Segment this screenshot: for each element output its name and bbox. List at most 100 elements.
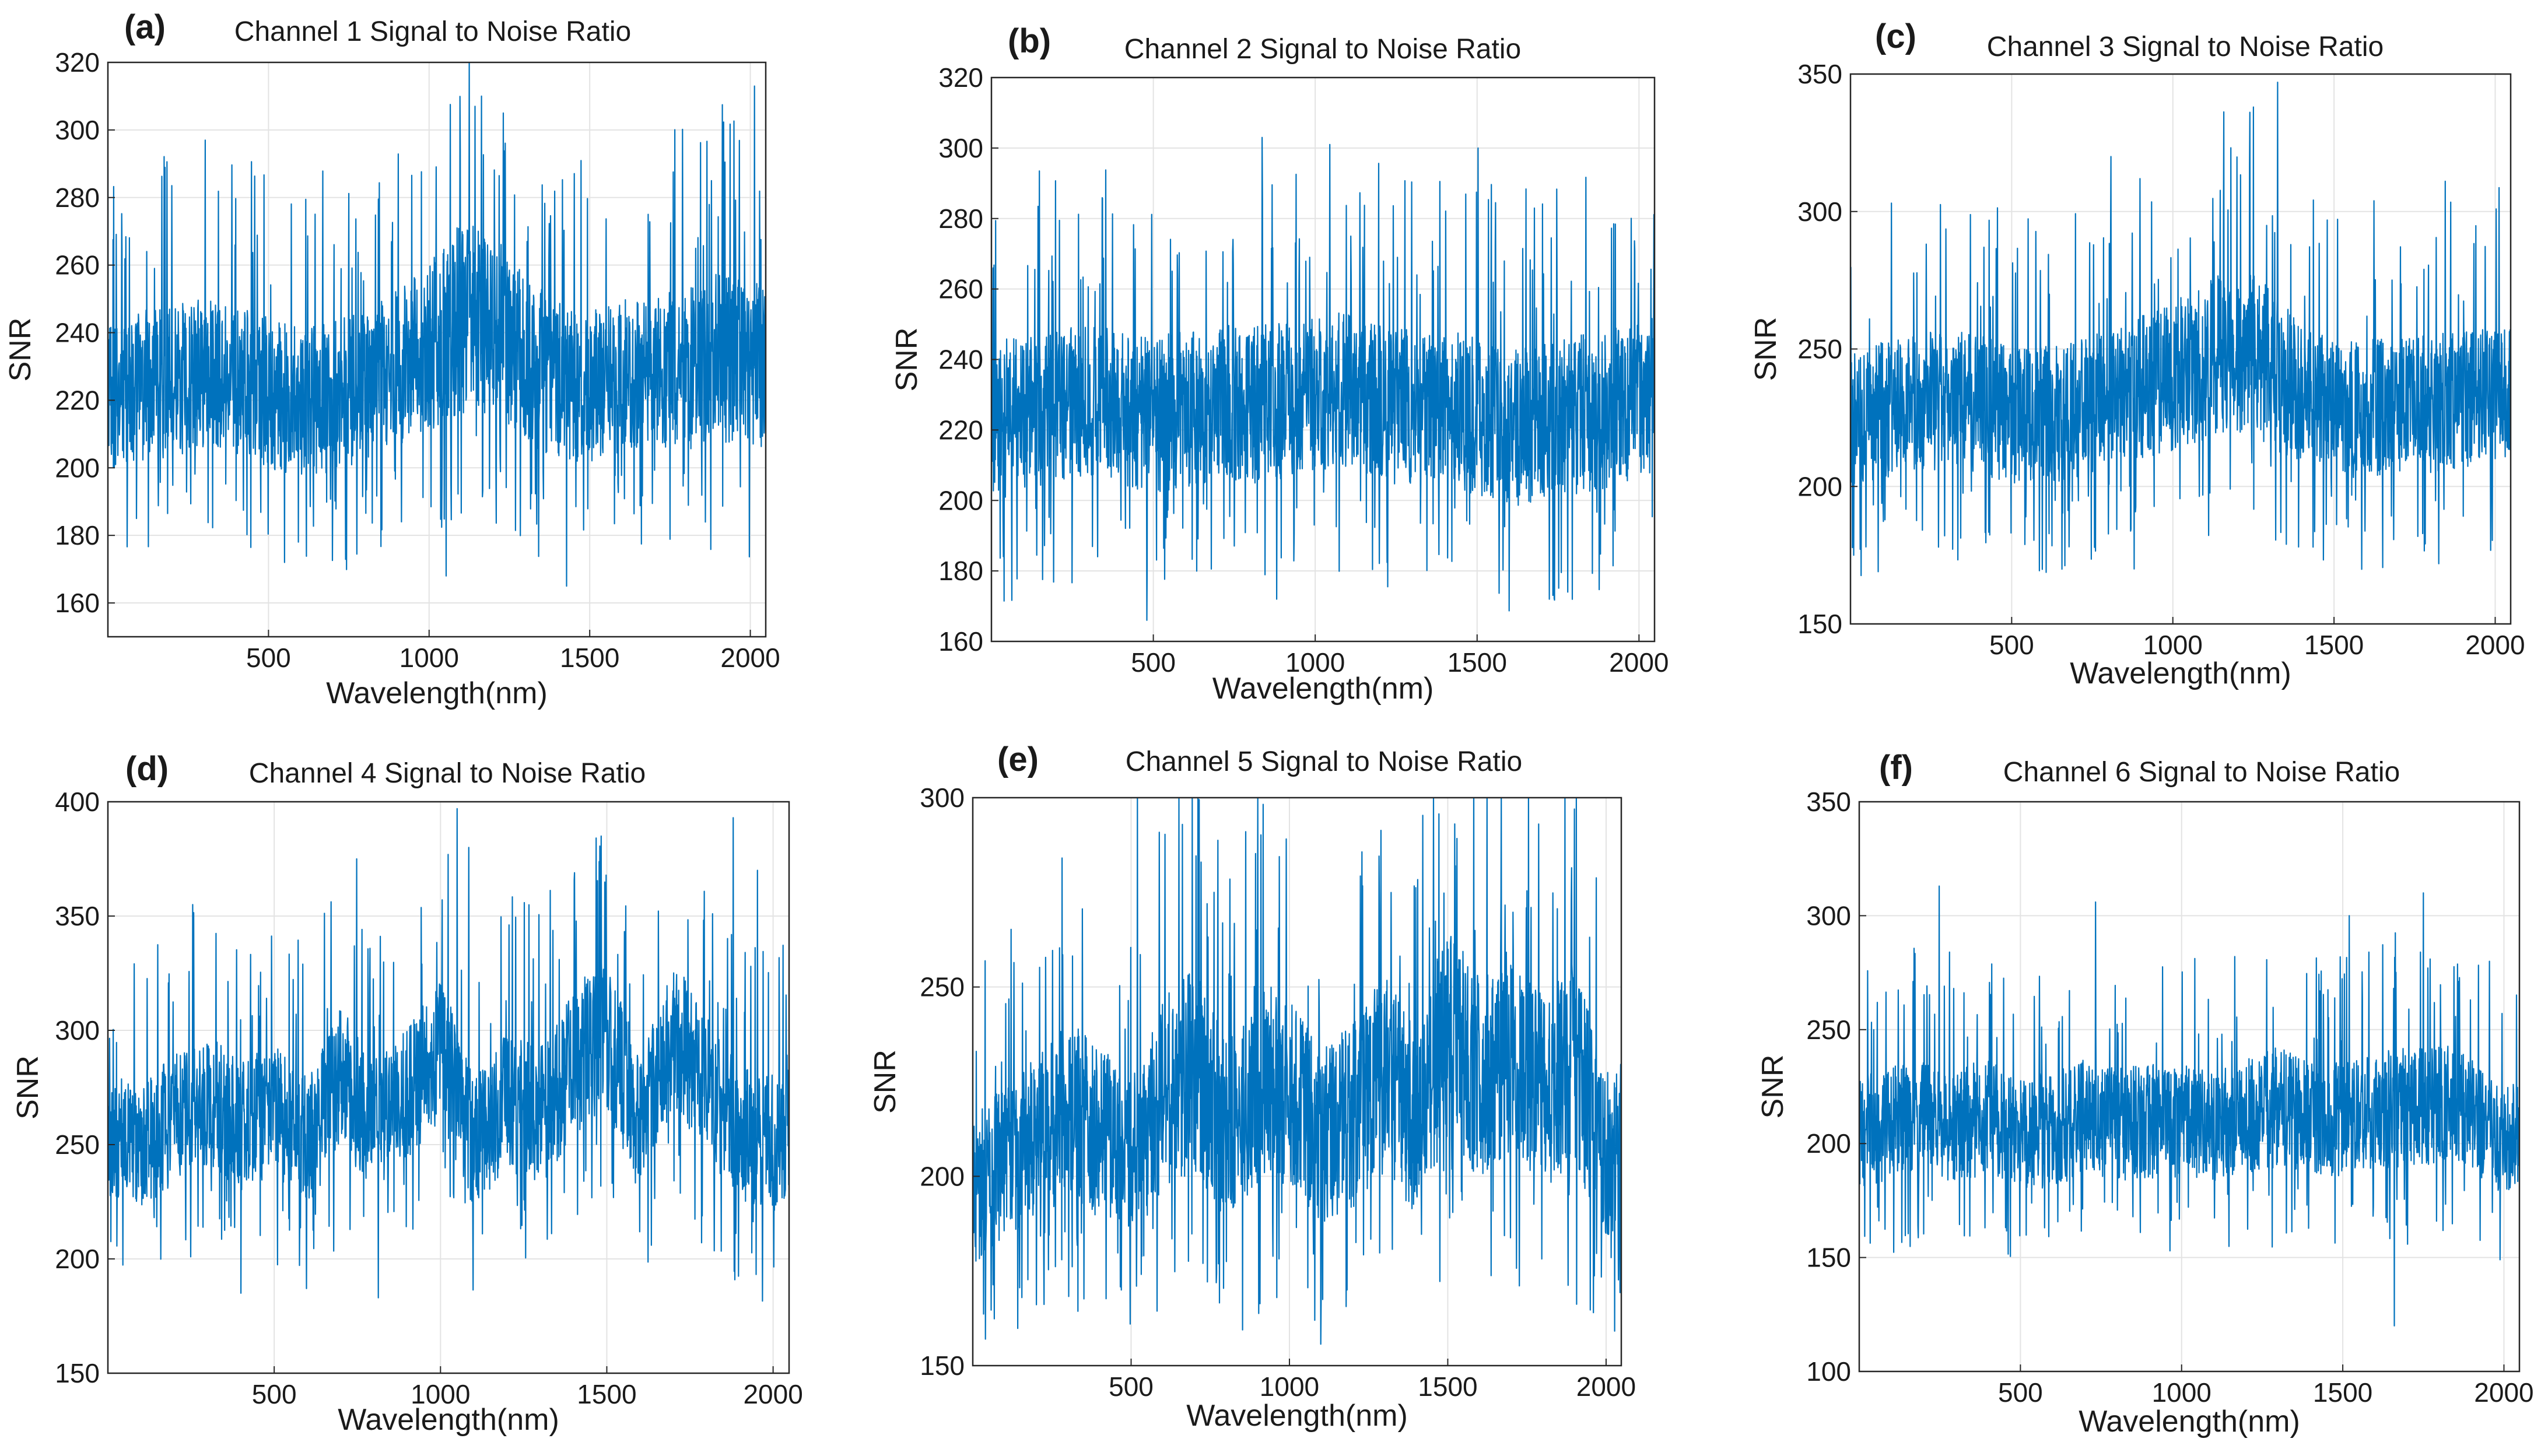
y-tick-label: 300 <box>1797 197 1842 227</box>
x-tick-label: 1500 <box>1418 1371 1477 1402</box>
x-tick-label: 500 <box>1998 1377 2043 1408</box>
y-tick-label: 100 <box>1806 1356 1851 1387</box>
y-tick-label: 250 <box>55 1129 100 1160</box>
y-tick-label: 240 <box>938 345 983 375</box>
y-axis-label: SNR <box>890 328 924 392</box>
y-tick-label: 200 <box>920 1161 965 1191</box>
x-axis-label: Wavelength(nm) <box>1186 1399 1408 1433</box>
y-tick-label: 200 <box>938 485 983 515</box>
x-tick-label: 1500 <box>577 1379 636 1409</box>
axes-box <box>1858 801 2521 1373</box>
y-tick-label: 300 <box>1806 900 1851 931</box>
x-axis-label: Wavelength(nm) <box>326 676 548 710</box>
x-tick-label: 2000 <box>743 1379 802 1409</box>
chart-title: Channel 4 Signal to Noise Ratio <box>249 758 646 789</box>
chart-title: Channel 5 Signal to Noise Ratio <box>1126 746 1522 777</box>
y-tick-label: 250 <box>920 972 965 1002</box>
y-tick-label: 250 <box>1806 1015 1851 1045</box>
x-tick-label: 1000 <box>399 643 459 673</box>
chart-title: Channel 2 Signal to Noise Ratio <box>1124 34 1521 65</box>
snr-series-line <box>108 62 766 587</box>
y-tick-label: 300 <box>920 783 965 813</box>
y-tick-label: 350 <box>55 901 100 931</box>
axes-box <box>972 797 1622 1367</box>
y-tick-label: 220 <box>938 415 983 445</box>
x-tick-label: 1000 <box>1260 1371 1319 1402</box>
y-axis-label: SNR <box>1756 1055 1790 1119</box>
x-tick-label: 1500 <box>2304 630 2364 660</box>
y-tick-label: 250 <box>1797 334 1842 364</box>
x-tick-label: 500 <box>252 1379 297 1409</box>
y-tick-label: 300 <box>55 115 100 145</box>
y-tick-label: 160 <box>938 626 983 657</box>
y-tick-label: 300 <box>55 1015 100 1045</box>
panel-6: 500 1000 1500 2000 100 150 200 250 300 350 (f) Chan… <box>1756 749 2534 1439</box>
y-tick-label: 150 <box>1797 609 1842 639</box>
x-tick-label: 1500 <box>2313 1377 2372 1408</box>
y-tick-label: 240 <box>55 318 100 348</box>
y-tick-label: 400 <box>55 787 100 817</box>
x-tick-label: 2000 <box>720 643 780 673</box>
chart-title: Channel 1 Signal to Noise Ratio <box>234 16 631 47</box>
x-tick-label: 500 <box>1131 647 1176 678</box>
y-axis-label: SNR <box>11 1055 45 1120</box>
chart-title: Channel 6 Signal to Noise Ratio <box>2003 757 2400 788</box>
x-axis-label: Wavelength(nm) <box>2070 657 2291 690</box>
y-tick-label: 200 <box>1797 471 1842 501</box>
y-tick-label: 200 <box>55 1244 100 1274</box>
y-tick-label: 200 <box>1806 1128 1851 1159</box>
y-tick-label: 350 <box>1797 59 1842 89</box>
x-tick-label: 2000 <box>2474 1377 2533 1408</box>
panel-label: (d) <box>125 750 169 788</box>
x-axis-label: Wavelength(nm) <box>338 1403 559 1437</box>
y-tick-label: 260 <box>938 274 983 304</box>
y-tick-label: 150 <box>1806 1243 1851 1273</box>
y-tick-label: 220 <box>55 385 100 415</box>
snr-series-line <box>1859 885 2519 1327</box>
panel-3: 500 1000 1500 2000 150 200 250 300 350 (c) Channel… <box>1749 17 2525 690</box>
panel-1: 500 1000 1500 2000 160 180 200 220 240 260 280 300 3… <box>3 8 780 710</box>
x-tick-label: 2000 <box>2465 630 2525 660</box>
y-tick-label: 320 <box>55 47 100 78</box>
y-tick-label: 160 <box>55 588 100 618</box>
y-tick-label: 260 <box>55 250 100 280</box>
snr-series-line <box>1850 82 2511 577</box>
snr-series-line <box>108 808 789 1302</box>
x-tick-label: 2000 <box>1609 647 1669 678</box>
x-tick-label: 1000 <box>2152 1377 2211 1408</box>
panel-4: 500 1000 1500 2000 150 200 250 300 350 400 (d) Chan… <box>11 750 803 1437</box>
x-axis-label: Wavelength(nm) <box>2079 1405 2300 1439</box>
y-tick-label: 300 <box>938 133 983 163</box>
y-axis-label: SNR <box>1749 317 1783 381</box>
panel-label: (f) <box>1879 749 1913 787</box>
x-tick-label: 500 <box>1109 1371 1154 1402</box>
axes-box <box>107 801 790 1374</box>
x-tick-label: 1000 <box>1285 647 1345 678</box>
y-tick-label: 200 <box>55 452 100 483</box>
x-tick-label: 500 <box>246 643 291 673</box>
y-tick-label: 280 <box>55 183 100 213</box>
chart-title: Channel 3 Signal to Noise Ratio <box>1987 31 2384 62</box>
panel-label: (b) <box>1008 22 1051 60</box>
y-tick-label: 350 <box>1806 787 1851 817</box>
panel-label: (e) <box>997 741 1039 778</box>
y-tick-label: 180 <box>938 556 983 586</box>
panel-2: 500 1000 1500 2000 160 180 200 220 240 260 280 300 3… <box>890 22 1669 706</box>
x-tick-label: 1000 <box>411 1379 470 1409</box>
y-axis-label: SNR <box>868 1050 902 1114</box>
panel-label: (c) <box>1875 17 1916 55</box>
panel-label: (a) <box>124 8 166 46</box>
x-tick-label: 1000 <box>2143 630 2203 660</box>
x-tick-label: 1500 <box>560 643 619 673</box>
y-axis-label: SNR <box>3 318 37 382</box>
y-tick-label: 150 <box>920 1350 965 1381</box>
snr-series-line <box>991 136 1655 621</box>
x-axis-label: Wavelength(nm) <box>1212 672 1434 706</box>
x-tick-label: 1500 <box>1448 647 1507 678</box>
x-tick-label: 2000 <box>1576 1371 1636 1402</box>
y-tick-label: 180 <box>55 520 100 550</box>
x-tick-label: 500 <box>1989 630 2034 660</box>
y-tick-label: 320 <box>938 62 983 93</box>
